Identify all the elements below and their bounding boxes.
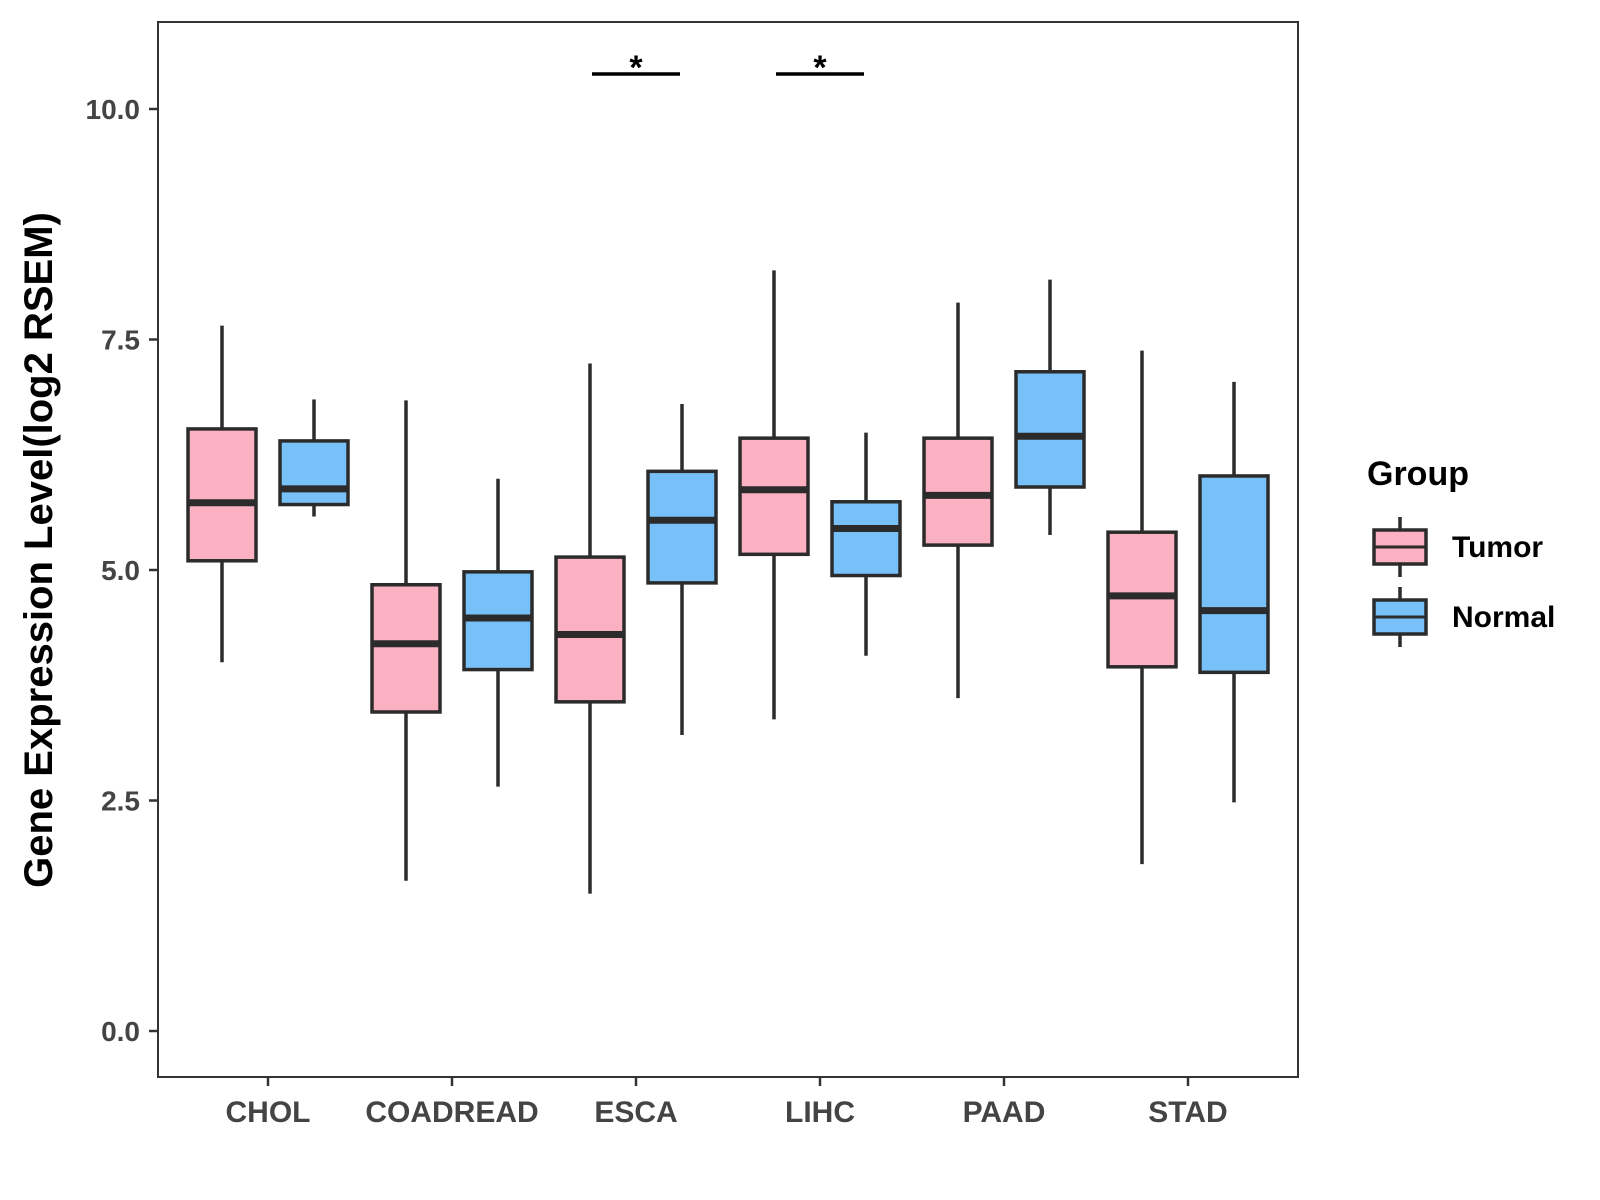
- box-tumor-esca: [554, 363, 626, 894]
- box-tumor-coadread: [370, 400, 442, 881]
- box-body-normal-chol: [278, 439, 350, 507]
- x-tick-label-chol: CHOL: [226, 1096, 311, 1129]
- box-body-tumor-esca: [554, 555, 626, 704]
- box-tumor-paad: [922, 302, 994, 699]
- box-tumor-lihc: [738, 270, 810, 720]
- y-tick-label-4: 10.0: [86, 94, 141, 125]
- y-tick-label-2: 5.0: [101, 555, 140, 586]
- x-tick-label-lihc: LIHC: [785, 1096, 855, 1129]
- y-axis: 0.0 2.5 5.0 7.5 10.0: [86, 94, 158, 1047]
- y-tick-label-3: 7.5: [101, 325, 140, 356]
- box-body-tumor-lihc: [738, 436, 810, 557]
- x-tick-label-coadread: COADREAD: [365, 1096, 538, 1129]
- x-tick-label-esca: ESCA: [594, 1096, 677, 1129]
- box-normal-paad: [1014, 279, 1086, 535]
- legend: Group Tumor Normal: [1367, 455, 1555, 647]
- x-axis: CHOL COADREAD ESCA LIHC PAAD STAD: [226, 1077, 1228, 1129]
- box-body-tumor-chol: [186, 427, 258, 563]
- box-body-tumor-coadread: [370, 583, 442, 714]
- box-normal-chol: [278, 399, 350, 517]
- box-normal-lihc: [830, 432, 902, 656]
- plot-panel-border: [157, 21, 1299, 1078]
- box-body-normal-esca: [646, 469, 718, 585]
- box-normal-coadread: [462, 478, 534, 787]
- significance-label-esca: *: [629, 49, 643, 87]
- box-body-tumor-paad: [922, 436, 994, 547]
- box-body-normal-stad: [1198, 474, 1270, 675]
- legend-item-tumor: Tumor: [1372, 517, 1543, 577]
- legend-item-normal: Normal: [1372, 587, 1555, 647]
- legend-title: Group: [1367, 455, 1469, 493]
- box-tumor-stad: [1106, 350, 1178, 865]
- box-tumor-chol: [186, 325, 258, 663]
- legend-label-tumor: Tumor: [1452, 531, 1543, 564]
- y-tick-label-1: 2.5: [101, 786, 140, 817]
- box-body-tumor-stad: [1106, 530, 1178, 669]
- significance-label-lihc: *: [813, 49, 827, 87]
- x-tick-label-stad: STAD: [1148, 1096, 1227, 1129]
- box-normal-esca: [646, 404, 718, 736]
- box-body-normal-lihc: [830, 500, 902, 578]
- y-tick-label-0: 0.0: [101, 1016, 140, 1047]
- box-normal-stad: [1198, 381, 1270, 803]
- plot-marks: * *: [186, 49, 1270, 894]
- y-axis-title: Gene Expression Level(log2 RSEM): [17, 212, 61, 888]
- box-body-normal-paad: [1014, 370, 1086, 489]
- x-tick-label-paad: PAAD: [963, 1096, 1046, 1129]
- legend-label-normal: Normal: [1452, 601, 1555, 634]
